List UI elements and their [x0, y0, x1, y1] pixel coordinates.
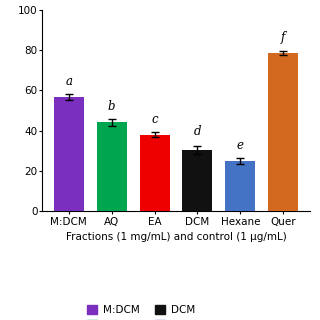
Text: e: e — [237, 139, 244, 152]
X-axis label: Fractions (1 mg/mL) and control (1 μg/mL): Fractions (1 mg/mL) and control (1 μg/mL… — [66, 232, 286, 242]
Bar — [225, 161, 255, 211]
Text: c: c — [151, 113, 158, 126]
Text: b: b — [108, 100, 116, 113]
Bar — [268, 53, 298, 211]
Legend: M:DCM, AQ, EA, DCM, Hexane, Quercetin: M:DCM, AQ, EA, DCM, Hexane, Quercetin — [83, 301, 226, 320]
Bar — [140, 135, 170, 211]
Bar — [54, 97, 84, 211]
Bar — [97, 123, 127, 211]
Text: d: d — [194, 124, 201, 138]
Text: f: f — [281, 31, 285, 44]
Bar — [182, 150, 212, 211]
Text: a: a — [65, 75, 72, 88]
